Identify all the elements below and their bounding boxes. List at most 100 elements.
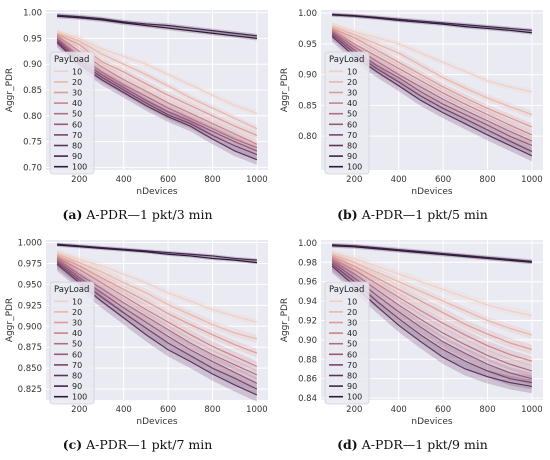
legend-label-100: 100 [347,393,362,402]
x-tick-label: 400 [116,175,132,185]
y-tick-label: 0.86 [298,375,317,385]
series-band-30 [57,30,257,140]
legend-label-60: 60 [72,120,82,129]
legend-title: PayLoad [54,285,89,295]
legend-label-50: 50 [347,110,357,119]
y-tick-label: 0.92 [298,316,317,326]
series-line-20 [56,32,258,130]
y-tick-label: 0.80 [298,132,317,142]
chart-panel-d: 200 400 600 800 1000 0.84 0.86 0.88 0.90 0.92 0.94… [280,239,543,427]
legend-label-30: 30 [347,89,357,98]
caption-d: (d) A-PDR—1 pkt/9 min [275,437,550,452]
series-band-20 [57,30,257,132]
x-tick-label: 800 [479,175,495,185]
y-tick-label: 0.70 [23,163,42,173]
series-band-60 [332,256,532,385]
series-band-40 [57,31,257,149]
series-band-70 [332,29,532,157]
caption-label: (b) [337,207,358,222]
legend-label-70: 70 [72,361,82,370]
series-band-30 [57,251,257,358]
legend-label-30: 30 [72,89,82,98]
series-line-90 [57,243,257,261]
series-line-10 [331,252,533,317]
caption-a: (a) A-PDR—1 pkt/3 min [0,207,275,222]
caption-label: (a) [62,207,83,222]
series-line-30 [331,27,533,128]
legend-label-30: 30 [347,319,357,328]
series-band-80 [332,259,532,394]
series-line-10 [56,31,258,114]
x-tick-label: 600 [160,175,176,185]
y-axis-label: Aggr_PDR [280,298,290,342]
y-tick-label: 0.900 [18,322,42,332]
legend-label-80: 80 [347,372,357,381]
legend-label-100: 100 [72,393,87,402]
series-band-50 [57,34,257,152]
series-band-10 [332,22,532,95]
series-line-100 [57,15,257,39]
x-tick-label: 600 [435,175,451,185]
series-band-60 [57,255,257,390]
legend-label-20: 20 [72,78,82,87]
y-tick-label: 0.84 [298,394,317,404]
legend-label-20: 20 [347,78,357,87]
x-axis-label: nDevices [136,417,177,427]
x-tick-label: 400 [391,175,407,185]
series-line-30 [56,255,258,354]
legend-label-50: 50 [72,340,82,349]
y-tick-label: 0.85 [298,101,317,111]
y-axis-label: Aggr_PDR [5,68,15,112]
legend-label-90: 90 [347,382,357,391]
series-band-30 [332,251,532,355]
y-tick-label: 0.975 [18,259,42,269]
legend-title: PayLoad [54,55,89,65]
x-tick-label: 600 [435,405,451,415]
caption-text: A-PDR—1 pkt/3 min [86,207,213,222]
series-line-10 [56,251,258,323]
y-tick-label: 0.925 [18,301,42,311]
legend-label-50: 50 [72,110,82,119]
legend-label-10: 10 [347,297,357,306]
y-tick-label: 0.80 [23,112,42,122]
legend-label-100: 100 [347,163,362,172]
y-tick-label: 0.98 [298,258,317,268]
series-band-60 [57,34,257,156]
legend-label-20: 20 [347,308,357,317]
legend-label-10: 10 [347,67,357,76]
legend-label-90: 90 [72,152,82,161]
series-line-30 [331,255,533,351]
legend-label-40: 40 [347,329,357,338]
y-tick-label: 0.96 [298,278,317,288]
series-line-100 [332,14,532,34]
chart-panel-b: 200 400 600 800 1000 0.80 0.85 0.90 0.95 1.00 nDev… [280,9,543,197]
caption-label: (c) [62,437,83,452]
series-line-20 [331,26,533,116]
legend-label-60: 60 [347,350,357,359]
caption-text: A-PDR—1 pkt/5 min [361,207,488,222]
legend-label-90: 90 [347,152,357,161]
caption-text: A-PDR—1 pkt/9 min [361,437,488,452]
x-tick-label: 200 [346,175,362,185]
x-tick-label: 200 [71,175,87,185]
legend-label-70: 70 [347,361,357,370]
legend-label-60: 60 [72,350,82,359]
series-line-40 [331,29,533,136]
x-tick-label: 1000 [246,175,268,185]
legend-label-30: 30 [72,319,82,328]
legend-label-20: 20 [72,308,82,317]
y-axis-label: Aggr_PDR [5,298,15,342]
y-axis-label: Aggr_PDR [280,68,290,112]
y-tick-label: 0.85 [23,86,42,96]
y-tick-label: 0.95 [298,40,317,50]
series-band-50 [332,27,532,146]
x-axis-label: nDevices [411,187,452,197]
x-axis-label: nDevices [411,417,452,427]
y-tick-label: 1.00 [23,9,42,19]
legend-label-40: 40 [72,99,82,108]
y-tick-label: 0.88 [298,355,317,365]
legend-label-100: 100 [72,163,87,172]
series-band-80 [332,30,532,162]
legend-label-80: 80 [72,372,82,381]
